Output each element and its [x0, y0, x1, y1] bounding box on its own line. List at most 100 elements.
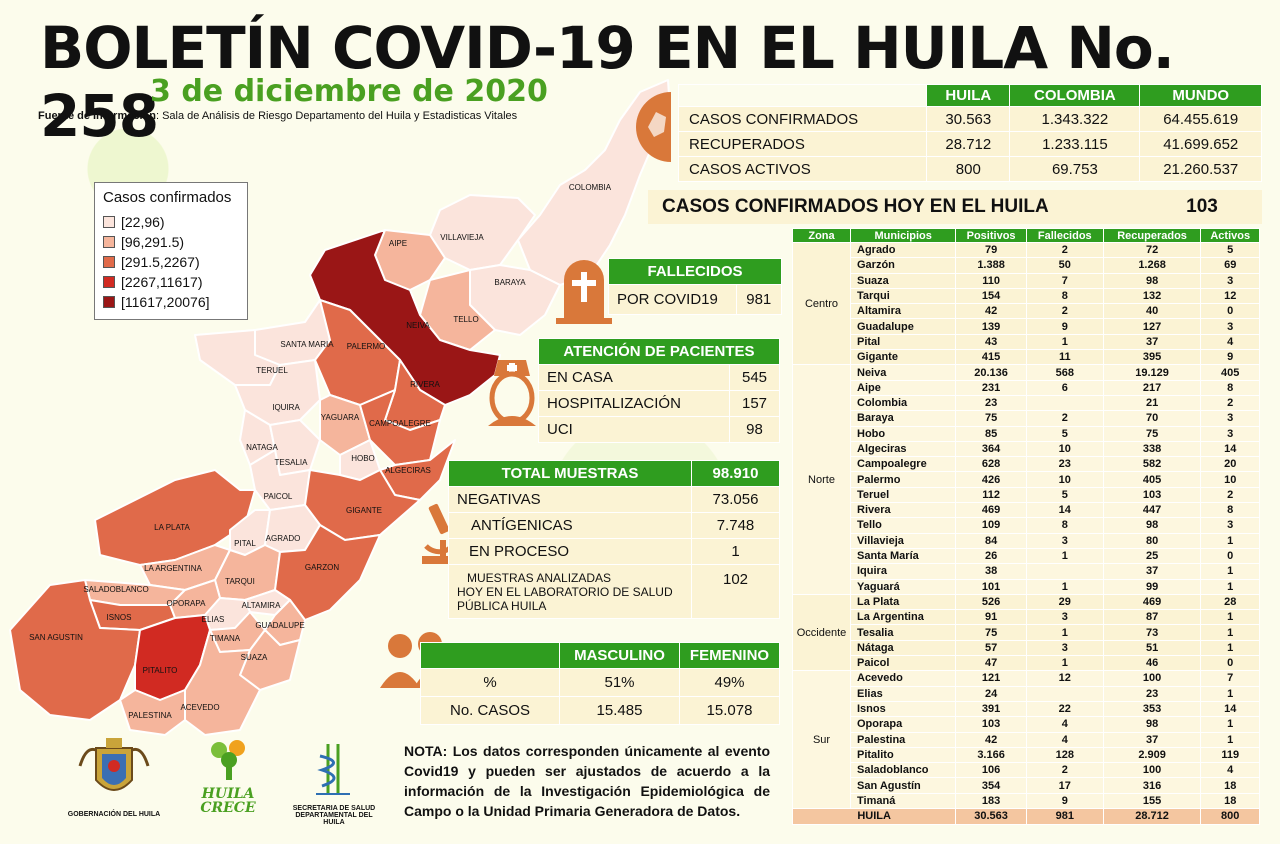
cell: 15.485	[559, 696, 680, 725]
cell: 1.388	[955, 257, 1027, 274]
cell: 1	[1025, 578, 1104, 595]
map-label: VILLAVIEJA	[440, 233, 484, 242]
cell: 338	[1102, 440, 1202, 458]
globe-icon	[636, 92, 676, 167]
bulletin-date: 3 de diciembre de 2020	[150, 74, 548, 109]
municipio-name: Pitalito	[849, 746, 957, 764]
col-colombia: COLOMBIA	[1009, 84, 1141, 107]
municipio-name: Algeciras	[849, 440, 957, 458]
table-row: San Agustín 354 17 316 18	[792, 777, 1260, 794]
cell: 41.699.652	[1139, 131, 1262, 157]
huila-map: COLOMBIA VILLAVIEJA BARAYA AIPE TELLO NEIVA SA…	[9, 79, 671, 736]
cell: 2.909	[1102, 746, 1202, 764]
cell: 119	[1200, 746, 1260, 764]
cell: 568	[1025, 364, 1104, 381]
cell: 405	[1102, 471, 1202, 488]
secretaria-caption-1: SECRETARIA DE SALUD	[292, 805, 376, 812]
map-label: TERUEL	[256, 366, 288, 375]
sexo-row: % 51% 49%	[420, 668, 780, 697]
atencion-row: HOSPITALIZACIÓN 157	[538, 390, 780, 417]
cell: 20.136	[955, 364, 1027, 381]
map-label: TESALIA	[275, 458, 309, 467]
table-row: Yaguará 101 1 99 1	[792, 578, 1260, 595]
cell: 6	[1025, 379, 1104, 396]
header-cell: Fallecidos	[1025, 228, 1104, 243]
summary-row: CASOS ACTIVOS 800 69.753 21.260.537	[677, 156, 1262, 182]
muestras-row: ANTÍGENICAS 7.748	[448, 512, 780, 539]
cell: 110	[955, 272, 1027, 289]
cell: 99	[1102, 578, 1202, 595]
muestras-value: 7.748	[691, 512, 780, 539]
map-label: OPORAPA	[167, 599, 207, 608]
table-row: Palestina 42 4 37 1	[792, 731, 1260, 748]
nota-text: NOTA: Los datos corresponden únicamente …	[404, 743, 770, 819]
municipio-name: Elias	[849, 685, 957, 702]
table-row: Baraya 75 2 70 3	[792, 410, 1260, 427]
cell: 100	[1102, 762, 1202, 779]
map-label: TARQUI	[225, 577, 255, 586]
cell: 98	[1102, 716, 1202, 733]
cell: 1.233.115	[1009, 131, 1141, 157]
cell: 75	[955, 624, 1027, 641]
municipio-name: Yaguará	[849, 578, 957, 595]
today-label: CASOS CONFIRMADOS HOY EN EL HUILA	[662, 196, 1049, 217]
legend-label: [22,96)	[121, 214, 165, 230]
today-cases: CASOS CONFIRMADOS HOY EN EL HUILA 103	[648, 190, 1262, 224]
map-label: SUAZA	[241, 653, 268, 662]
cell: 469	[1102, 593, 1202, 611]
table-row: Pitalito 3.166 128 2.909 119	[792, 746, 1260, 764]
legend-label: [96,291.5)	[121, 234, 185, 250]
map-label: NEIVA	[406, 321, 430, 330]
table-row: Isnos 391 22 353 14	[792, 700, 1260, 718]
table-row: Villavieja 84 3 80 1	[792, 532, 1260, 549]
table-row: Altamira 42 2 40 0	[792, 303, 1260, 320]
summary-row: RECUPERADOS 28.712 1.233.115 41.699.652	[677, 131, 1262, 157]
total-cell: 981	[1025, 807, 1104, 825]
cell: 1	[1025, 624, 1104, 641]
cell: 1	[1200, 532, 1260, 549]
muestras-total: 98.910	[691, 460, 780, 487]
municipio-name: Altamira	[849, 303, 957, 320]
municipio-name: Tello	[849, 517, 957, 534]
cell: 21.260.537	[1139, 156, 1262, 182]
fallecidos-label: POR COVID19	[608, 284, 737, 315]
municipio-name: Baraya	[849, 410, 957, 427]
cell: 12	[1025, 670, 1104, 687]
sexo-row: No. CASOS 15.485 15.078	[420, 696, 780, 725]
table-row: La Argentina 91 3 87 1	[792, 609, 1260, 626]
municipio-name: San Agustín	[849, 777, 957, 794]
atencion-value: 98	[729, 416, 780, 443]
table-row: Sur Acevedo 121 12 100 7	[792, 670, 1260, 809]
legend-item: [2267,11617)	[103, 272, 239, 292]
map-label: NATAGA	[246, 443, 278, 452]
table-row: Saladoblanco 106 2 100 4	[792, 762, 1260, 779]
cell: 582	[1102, 456, 1202, 473]
cell: 72	[1102, 241, 1202, 259]
municipio-name: Tarqui	[849, 287, 957, 305]
cell: 364	[955, 440, 1027, 458]
legend-swatch	[103, 296, 115, 308]
total-cell: 800	[1200, 807, 1260, 825]
municipio-name: Teruel	[849, 486, 957, 504]
atencion-value: 545	[729, 364, 780, 391]
cell: 4	[1200, 762, 1260, 779]
cell	[1025, 394, 1104, 412]
legend-label: [2267,11617)	[121, 274, 203, 290]
muestras-row: EN PROCESO 1	[448, 538, 780, 565]
cell: 1	[1200, 624, 1260, 641]
huila-crece-text-1: HUILA	[201, 786, 255, 802]
cell: 9	[1200, 349, 1260, 366]
table-row: Palermo 426 10 405 10	[792, 471, 1260, 488]
cell: 14	[1025, 502, 1104, 519]
municipio-name: La Argentina	[849, 609, 957, 626]
cell: 69.753	[1009, 156, 1141, 182]
cell: 0	[1200, 547, 1260, 565]
municipio-name: Hobo	[849, 425, 957, 442]
sexo-label: No. CASOS	[420, 696, 560, 725]
cell: 5	[1200, 241, 1260, 259]
table-row: Campoalegre 628 23 582 20	[792, 456, 1260, 473]
cell: 1.268	[1102, 257, 1202, 274]
muestras-label: EN PROCESO	[448, 538, 692, 565]
table-row: Hobo 85 5 75 3	[792, 425, 1260, 442]
municipio-name: Isnos	[849, 700, 957, 718]
